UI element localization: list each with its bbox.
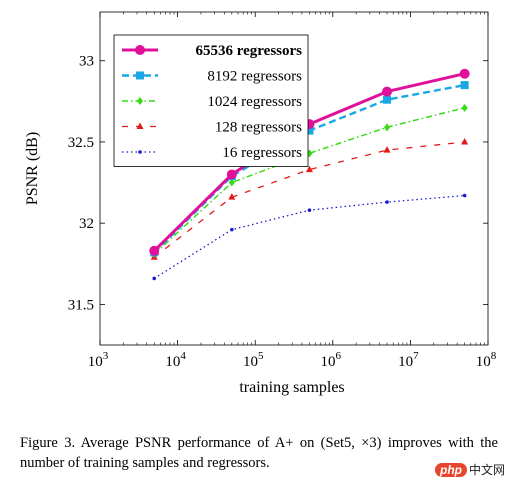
data-point-4-2 (307, 208, 312, 212)
data-point-4-3 (385, 200, 389, 204)
data-point-0-0 (149, 245, 160, 256)
watermark-badge: php (435, 463, 467, 477)
legend-entry-4: 16 regressors (122, 145, 302, 161)
watermark-text: 中文网 (469, 463, 506, 477)
data-point-0-3 (382, 86, 393, 97)
legend-entry-1: 8192 regressors (122, 69, 302, 85)
data-point-2-3 (384, 123, 391, 132)
psnr-chart: 103 104 105 106 107 108 31.5 32 32.5 33 65536 reg… (24, 11, 497, 396)
series-4 (152, 193, 467, 281)
x-tick-label-4: 107 (398, 350, 419, 370)
data-point-1-3 (383, 95, 392, 104)
data-point-3-4 (461, 137, 469, 145)
data-point-2-4 (461, 103, 468, 112)
y-axis-label: PSNR (dB) (24, 132, 41, 205)
series-line-2 (153, 107, 465, 255)
plot-border (99, 11, 489, 346)
data-point-0-1 (226, 169, 237, 180)
data-point-1-4 (460, 81, 469, 90)
figure-caption: Figure 3. Average PSNR performance of A+… (20, 435, 498, 471)
legend-entry-2: 1024 regressors (122, 94, 302, 110)
data-point-3-2 (305, 165, 313, 173)
x-tick-label-0: 103 (88, 350, 109, 370)
plot-frame (99, 11, 489, 346)
legend-entry-3: 128 regressors (122, 120, 302, 136)
series-3 (150, 137, 469, 260)
legend-label-1: 8192 regressors (207, 69, 302, 85)
x-tick-label-1: 104 (165, 350, 186, 370)
data-point-2-1 (228, 178, 235, 187)
y-tick-label-2: 32.5 (68, 135, 94, 151)
series-line-4 (153, 194, 465, 279)
x-axis-label: training samples (239, 379, 344, 396)
legend-label-3: 128 regressors (215, 120, 302, 136)
data-point-3-3 (383, 146, 391, 153)
legend-marker-4 (138, 150, 142, 154)
data-point-4-4 (462, 193, 467, 198)
axis-ticks: 103 104 105 106 107 108 31.5 32 32.5 33 (68, 12, 497, 370)
data-point-4-0 (152, 276, 157, 281)
series-layer (149, 68, 470, 281)
data-point-0-4 (459, 68, 470, 79)
watermark: php 中文网 (435, 461, 505, 478)
legend-label-0: 65536 regressors (195, 43, 302, 59)
legend-label-4: 16 regressors (222, 145, 302, 161)
legend-marker-1 (136, 71, 144, 80)
legend-label-2: 1024 regressors (207, 94, 302, 110)
data-point-3-1 (228, 193, 236, 200)
legend-marker-0 (135, 45, 145, 55)
y-tick-label-3: 33 (79, 54, 94, 70)
data-point-1-2 (305, 126, 314, 135)
x-tick-label-3: 106 (321, 350, 342, 370)
x-tick-label-2: 105 (243, 350, 264, 370)
x-tick-label-5: 108 (476, 350, 497, 370)
legend-entry-0: 65536 regressors (122, 43, 302, 59)
y-tick-label-1: 32 (79, 216, 94, 232)
legend-marker-2 (137, 97, 143, 105)
legend-box (113, 34, 309, 167)
legend-marker-3 (136, 122, 144, 129)
data-point-4-1 (230, 227, 234, 232)
y-tick-label-0: 31.5 (68, 297, 94, 313)
legend: 65536 regressors 8192 regressors 1024 regr… (113, 34, 309, 167)
